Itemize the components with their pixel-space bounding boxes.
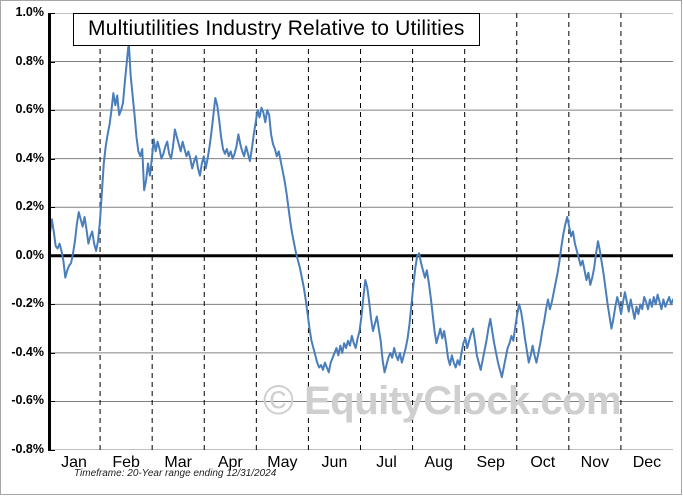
x-axis-tick-label: Feb [112,454,140,471]
x-axis-tick-label: Jan [61,454,87,471]
x-axis-tick-label: Oct [530,454,556,471]
y-axis-tick-mark [48,304,55,305]
y-axis-tick-label: -0.4% [11,344,44,359]
x-axis-tick-label: Apr [217,454,243,471]
y-axis-tick-mark [48,353,55,354]
x-axis-tick-label: Sep [476,454,505,471]
y-axis-line [48,13,51,451]
plot-area [48,13,673,450]
y-axis-tick-mark [48,110,55,111]
chart-svg [48,13,673,450]
chart-title-box: Multiutilities Industry Relative to Util… [73,13,480,47]
x-axis-tick-label: Jul [376,454,397,471]
y-axis-tick-mark [48,13,55,14]
y-axis-tick-label: 1.0% [15,5,45,19]
y-axis-tick-label: 0.2% [15,199,45,214]
y-axis-tick-mark [48,401,55,402]
y-axis-tick-label: 0.8% [15,53,45,68]
page-title: Multiutilities Industry Relative to Util… [88,17,465,40]
timeframe-note: Timeframe: 20-Year range ending 12/31/20… [74,468,277,479]
y-axis-tick-mark [48,159,55,160]
x-axis-tick-label: Mar [164,454,192,471]
series-group [48,41,673,379]
x-axis-tick-label: Nov [580,454,610,471]
month-divider-group [99,13,622,450]
y-axis-tick-mark [48,450,55,451]
y-axis-tick-label: -0.2% [11,296,44,311]
y-axis-tick-mark [48,256,55,257]
x-axis-tick-label: Dec [632,454,662,471]
y-axis-tick-label: 0.4% [15,150,45,165]
x-axis-tick-label: May [267,454,298,471]
y-axis-tick-mark [48,62,55,63]
x-axis-tick-label: Jun [321,454,348,471]
y-axis-tick-mark [48,207,55,208]
y-axis-tick-label: 0.6% [15,102,45,117]
y-axis-tick-label: -0.8% [11,442,44,456]
y-axis-tick-label: -0.6% [11,393,44,408]
y-axis-tick-label: 0.0% [15,247,45,262]
x-axis-tick-label: Aug [424,454,453,471]
series-line [48,41,673,379]
